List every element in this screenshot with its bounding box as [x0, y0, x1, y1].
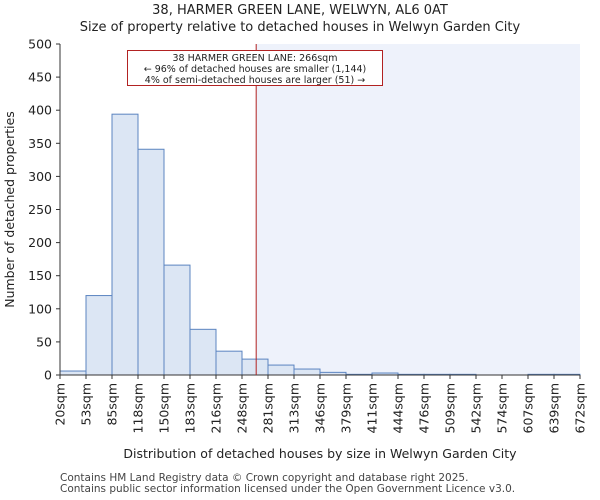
x-tick-label-509sqm: 509sqm: [443, 383, 458, 433]
y-tick-label-450: 450: [28, 70, 52, 85]
x-tick-label-607sqm: 607sqm: [521, 383, 536, 433]
x-tick-label-150sqm: 150sqm: [157, 383, 172, 433]
x-tick-label-248sqm: 248sqm: [235, 383, 250, 433]
y-tick-label-150: 150: [28, 268, 52, 283]
x-tick-label-281sqm: 281sqm: [261, 383, 276, 433]
annotation-line-1: 38 HARMER GREEN LANE: 266sqm: [172, 53, 338, 64]
bar-53sqm: [85, 295, 113, 376]
x-tick-label-379sqm: 379sqm: [339, 383, 354, 433]
x-tick-label-672sqm: 672sqm: [573, 383, 588, 433]
x-tick-label-118sqm: 118sqm: [131, 383, 146, 433]
larger-region-shade: [256, 44, 580, 375]
y-axis-title: Number of detached properties: [2, 111, 17, 308]
y-tick-label-50: 50: [36, 334, 52, 349]
footer-attribution: Contains HM Land Registry data © Crown c…: [60, 473, 515, 495]
x-tick-label-20sqm: 20sqm: [53, 383, 68, 426]
chart-title-line-2: Size of property relative to detached ho…: [79, 20, 521, 35]
bar-150sqm: [163, 264, 191, 376]
y-tick-label-250: 250: [28, 202, 52, 217]
x-tick-label-574sqm: 574sqm: [495, 383, 510, 433]
bar-118sqm: [137, 148, 165, 376]
footer-line-2: Contains public sector information licen…: [60, 483, 516, 495]
plot-area: 0 50 100 150 200 250 300 350 400 450 500 20sqm 53sqm…: [2, 37, 588, 462]
x-tick-label-411sqm: 411sqm: [365, 383, 380, 433]
x-tick-label-346sqm: 346sqm: [313, 383, 328, 433]
bar-216sqm: [215, 350, 243, 376]
x-tick-label-542sqm: 542sqm: [469, 383, 484, 433]
annotation-line-2: ← 96% of detached houses are smaller (1,…: [143, 64, 367, 75]
x-tick-label-476sqm: 476sqm: [417, 383, 432, 433]
y-tick-label-350: 350: [28, 136, 52, 151]
bar-85sqm: [111, 113, 139, 376]
chart-title: 38, HARMER GREEN LANE, WELWYN, AL6 0AT S…: [0, 2, 600, 36]
y-tick-label-100: 100: [28, 301, 52, 316]
y-tick-label-400: 400: [28, 103, 52, 118]
x-tick-label-444sqm: 444sqm: [391, 383, 406, 433]
y-tick-label-300: 300: [28, 169, 52, 184]
annotation-box: 38 HARMER GREEN LANE: 266sqm ← 96% of de…: [127, 50, 383, 86]
y-tick-label-0: 0: [44, 368, 52, 383]
chart-title-line-1: 38, HARMER GREEN LANE, WELWYN, AL6 0AT: [152, 3, 448, 18]
annotation-line-3: 4% of semi-detached houses are larger (5…: [144, 75, 366, 86]
footer-line-1: Contains HM Land Registry data © Crown c…: [60, 472, 469, 484]
bar-248sqm: [241, 358, 269, 376]
x-axis-title: Distribution of detached houses by size …: [123, 446, 517, 461]
bar-20sqm: [59, 370, 87, 376]
y-tick-label-200: 200: [28, 235, 52, 250]
bar-281sqm: [267, 364, 295, 376]
bar-313sqm: [293, 368, 321, 376]
x-tick-label-85sqm: 85sqm: [105, 383, 120, 426]
x-tick-label-313sqm: 313sqm: [287, 383, 302, 433]
bar-183sqm: [189, 328, 217, 376]
x-tick-label-639sqm: 639sqm: [547, 383, 562, 433]
x-tick-label-53sqm: 53sqm: [79, 383, 94, 426]
y-tick-label-500: 500: [28, 37, 52, 52]
x-tick-label-216sqm: 216sqm: [209, 383, 224, 433]
x-tick-label-183sqm: 183sqm: [183, 383, 198, 433]
